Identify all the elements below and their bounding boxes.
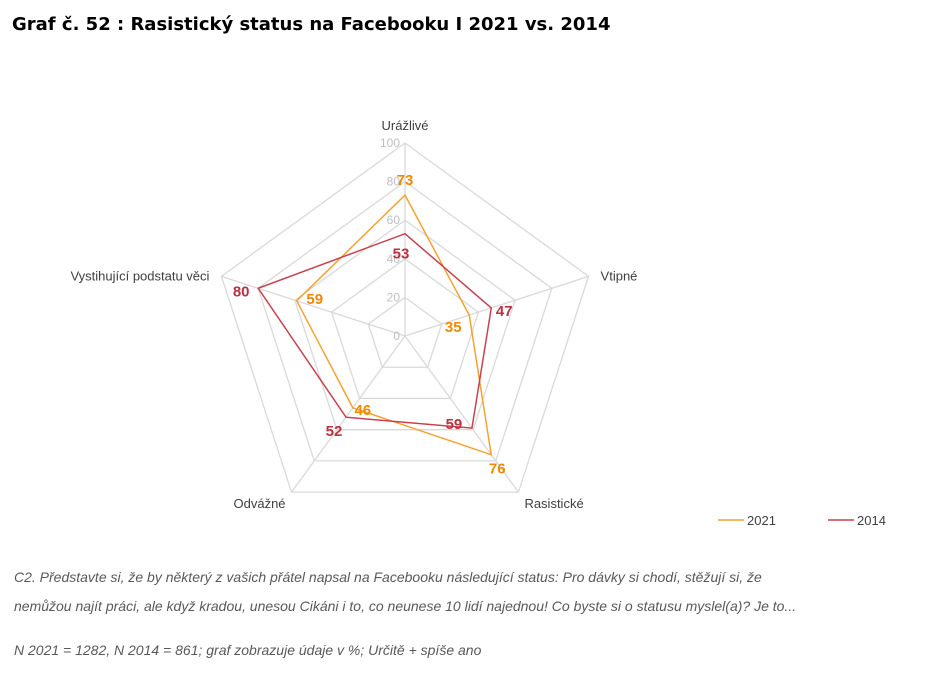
data-label-2014-4: 80 <box>233 283 250 300</box>
data-label-2021-3: 46 <box>354 402 371 419</box>
axis-label-2: Rasistické <box>524 496 583 511</box>
series-line-2021 <box>295 193 493 456</box>
grid-ring <box>220 142 590 493</box>
tick-label: 60 <box>387 213 401 227</box>
grid-ring <box>294 219 516 431</box>
axis-label-1: Vtipné <box>601 268 638 283</box>
grid-ring <box>330 257 480 400</box>
grid-ring <box>257 180 553 462</box>
data-label-2021-1: 35 <box>445 319 462 336</box>
grid-spoke <box>221 275 406 337</box>
legend-label-2021: 2021 <box>747 513 776 528</box>
axis-label-3: Odvážné <box>234 496 286 511</box>
data-label-2014-1: 47 <box>496 303 513 320</box>
tick-label: 80 <box>387 175 401 189</box>
question-text-line-1: C2. Představte si, že by některý z vašic… <box>14 569 762 585</box>
sample-note: N 2021 = 1282, N 2014 = 861; graf zobraz… <box>14 642 482 658</box>
grid-spoke <box>404 275 589 337</box>
question-text-line-2: nemůžou najít práci, ale když kradou, un… <box>14 598 797 614</box>
grid-spoke <box>404 335 519 493</box>
axis-label-0: Urážlivé <box>382 118 429 133</box>
legend-label-2014: 2014 <box>857 513 886 528</box>
tick-label: 40 <box>387 252 401 266</box>
data-label-2021-2: 76 <box>489 461 506 478</box>
data-label-2014-0: 53 <box>393 246 410 263</box>
chart-title: Graf č. 52 : Rasistický status na Facebo… <box>12 14 611 35</box>
tick-label: 0 <box>393 329 400 343</box>
series-line-2014 <box>256 232 493 429</box>
tick-label: 100 <box>380 136 400 150</box>
radar-chart: 0 20 40 60 80 100 Urážlivé Vtipné Rasistické Odvá… <box>70 118 886 528</box>
data-label-2021-4: 59 <box>306 291 323 308</box>
data-label-2014-2: 59 <box>446 416 463 433</box>
data-label-2021-0: 73 <box>397 172 414 189</box>
tick-label: 20 <box>387 290 401 304</box>
grid-ring <box>367 296 443 368</box>
data-label-2014-3: 52 <box>326 423 343 440</box>
grid-spoke <box>291 335 406 493</box>
axis-label-4: Vystihující podstatu věci <box>70 268 209 283</box>
